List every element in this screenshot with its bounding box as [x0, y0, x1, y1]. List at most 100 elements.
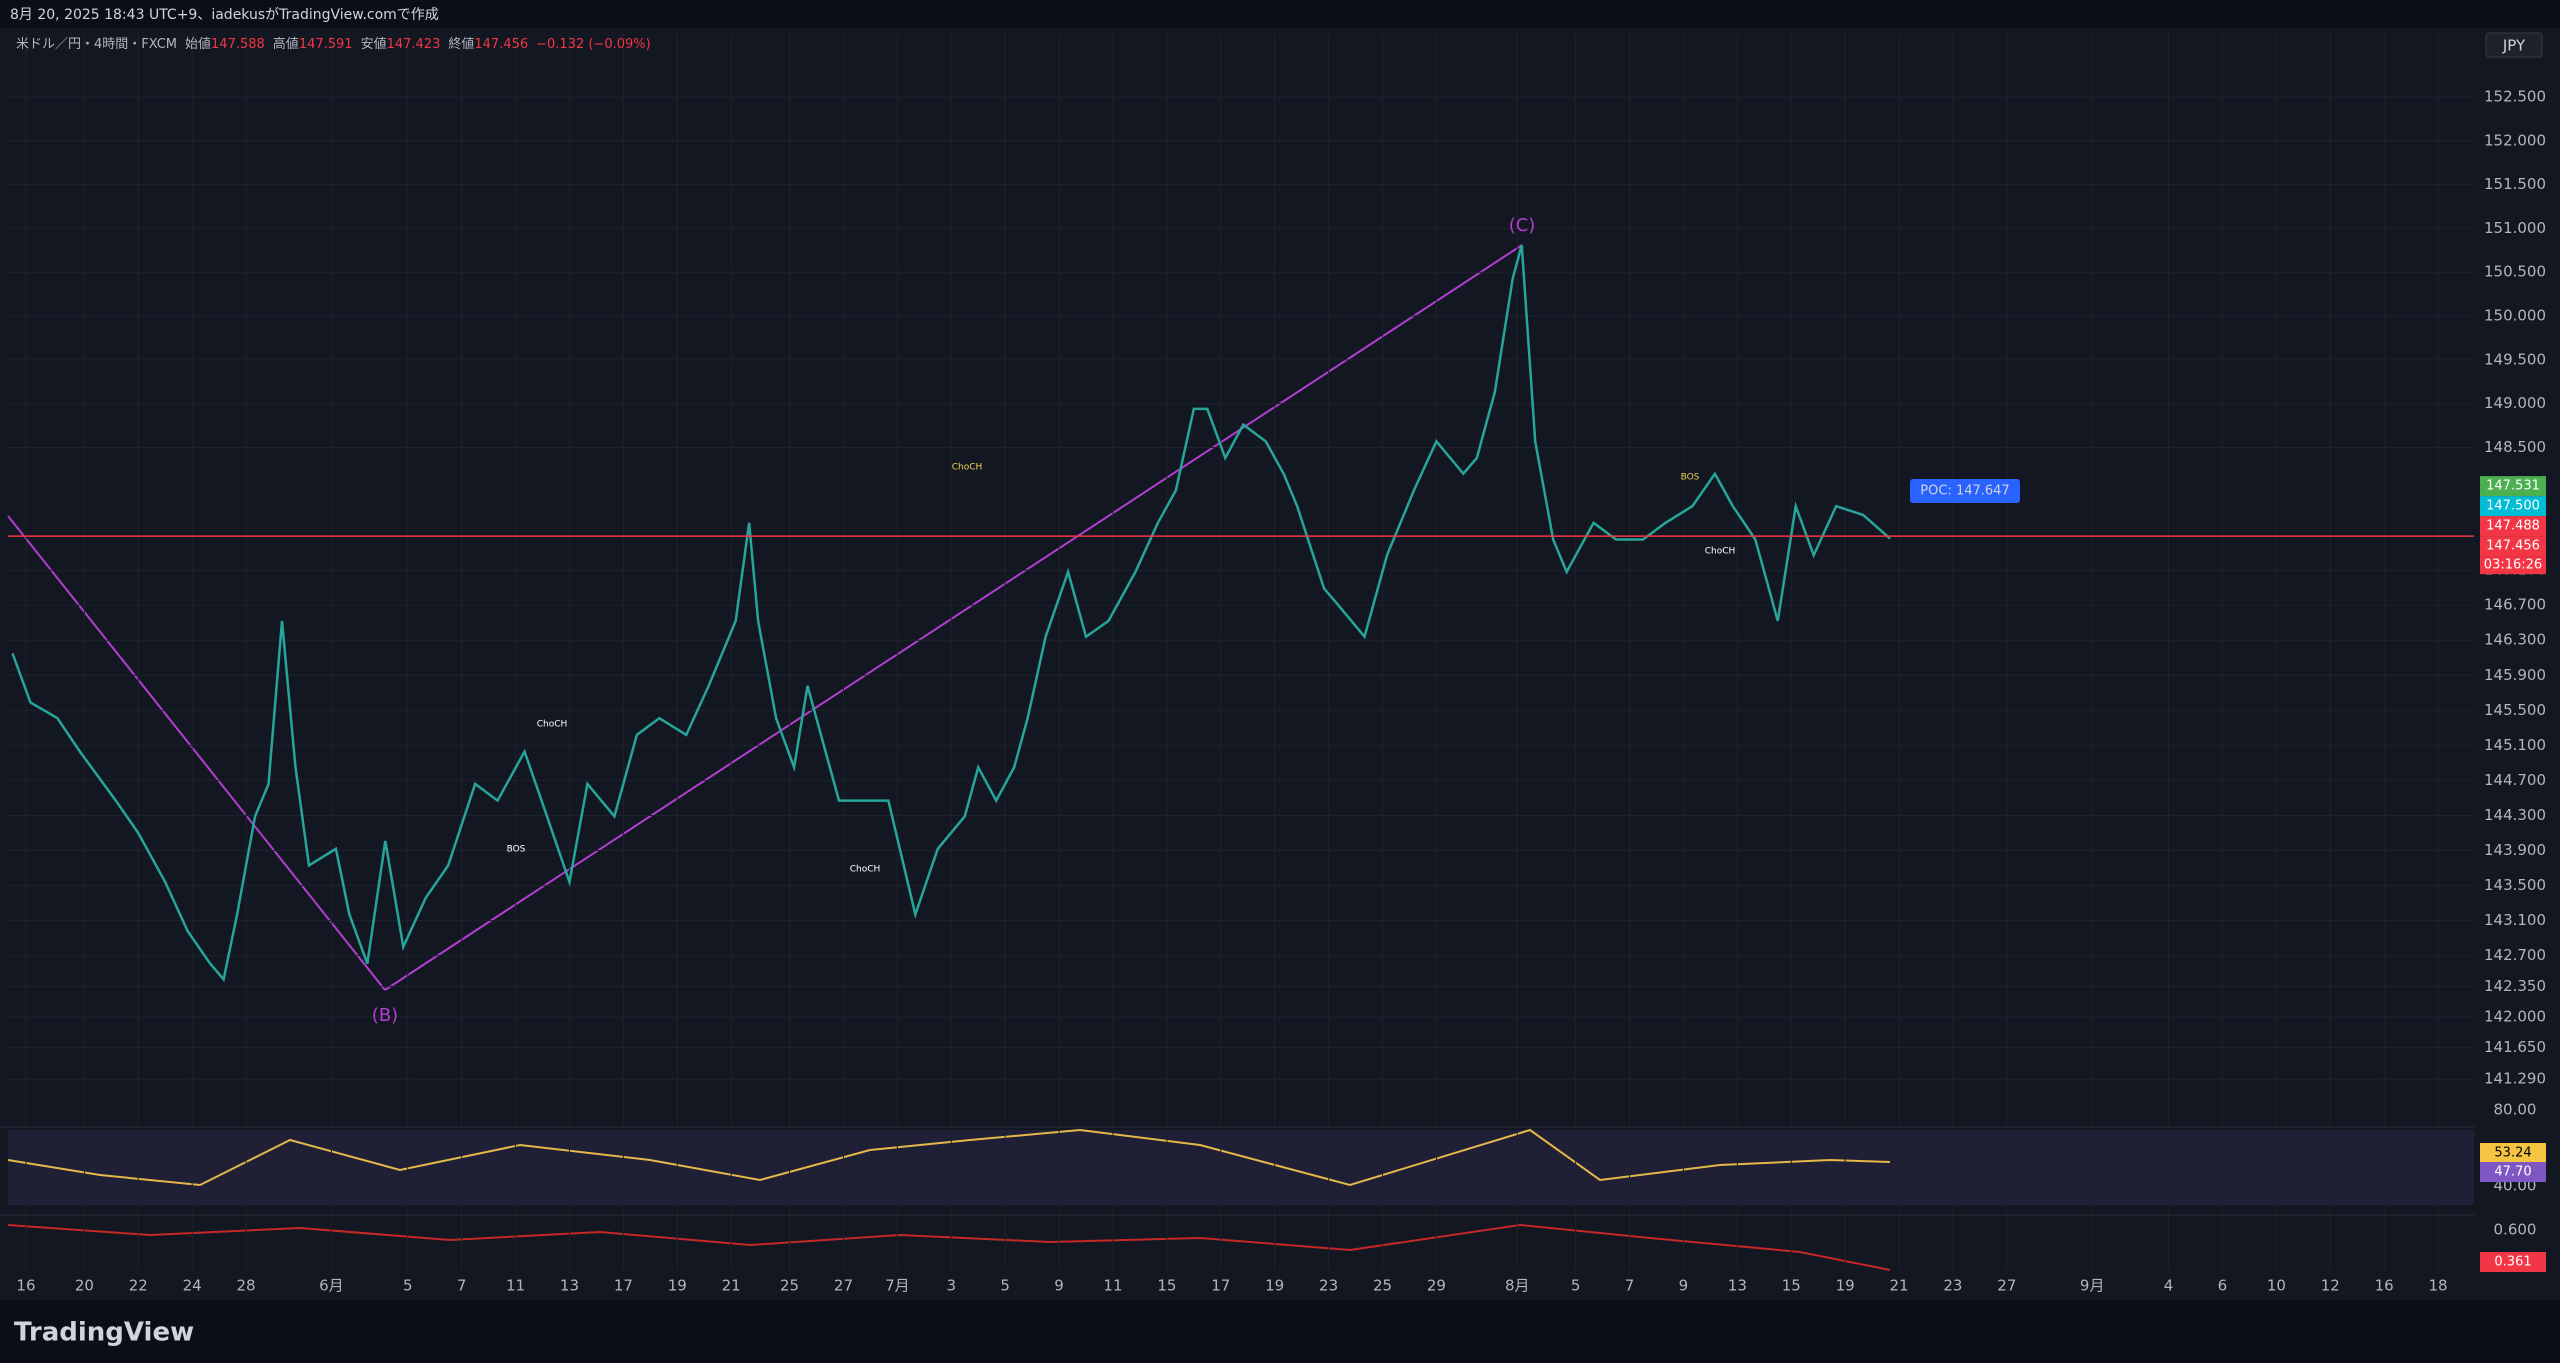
oscillator-line	[7, 1223, 1891, 1271]
x-tick-label: 19	[1265, 1277, 1284, 1295]
y-tick-label: 149.000	[2484, 394, 2546, 412]
top-bar	[0, 0, 2560, 28]
price-tag	[2480, 476, 2546, 497]
y-tick-label: 143.100	[2484, 911, 2546, 929]
x-tick-label: 21	[722, 1277, 741, 1295]
x-tick-label: 11	[506, 1277, 525, 1295]
legend: 米ドル／円・4時間・FXCM 始値147.588 高値147.591 安値147.42…	[16, 36, 651, 52]
x-tick-label: 15	[1782, 1277, 1801, 1295]
y-tick-label: 143.500	[2484, 876, 2546, 894]
bottom-bar	[0, 1300, 2560, 1363]
x-tick-label: 13	[1728, 1277, 1747, 1295]
annotation: (C)	[1509, 215, 1536, 236]
x-tick-label: 11	[1103, 1277, 1122, 1295]
annotation: ChoCH	[537, 720, 568, 730]
y-tick-label: 141.650	[2484, 1038, 2546, 1056]
x-tick-label: 9	[1054, 1277, 1064, 1295]
y-tick-label: 143.900	[2484, 841, 2546, 859]
price-tag-label: 147.531	[2486, 479, 2540, 494]
oscillator-tag	[2480, 1252, 2546, 1272]
x-tick-label: 27	[1997, 1277, 2016, 1295]
wave-line	[384, 244, 1523, 991]
x-tick-label: 7	[457, 1277, 467, 1295]
legend-label: 始値	[185, 36, 211, 52]
y-tick-label: 150.000	[2484, 307, 2546, 325]
x-tick-label: 29	[1427, 1277, 1446, 1295]
poc-label: POC: 147.647	[1920, 484, 2009, 499]
price-tag-label: 147.488	[2486, 519, 2540, 534]
y-tick-label: 151.500	[2484, 175, 2546, 193]
x-tick-label: 8月	[1505, 1277, 1530, 1295]
legend-value: 147.423	[387, 37, 441, 52]
x-tick-label: 9	[1679, 1277, 1689, 1295]
x-tick-label: 19	[1836, 1277, 1855, 1295]
legend-label: 安値	[361, 36, 387, 52]
y-tick-label: 145.100	[2484, 736, 2546, 754]
rsi-tag-label: 47.70	[2494, 1165, 2531, 1180]
y-tick-label: 152.500	[2484, 87, 2546, 105]
x-tick-label: 24	[183, 1277, 202, 1295]
price-line	[11, 244, 1891, 983]
legend-value: 147.591	[299, 37, 353, 52]
x-tick-label: 16	[2375, 1277, 2394, 1295]
rsi-tag-label: 53.24	[2494, 1146, 2531, 1161]
y-tick-label: 144.300	[2484, 806, 2546, 824]
oscillator-tick-label: 0.600	[2494, 1221, 2537, 1239]
x-tick-label: 20	[75, 1277, 94, 1295]
price-tag-label: 147.500	[2486, 499, 2540, 514]
x-tick-label: 25	[780, 1277, 799, 1295]
y-tick-label: 141.290	[2484, 1070, 2546, 1088]
brand: TradingView	[14, 1318, 194, 1348]
currency-box	[2485, 32, 2543, 58]
rsi-tag	[2480, 1162, 2546, 1182]
x-tick-label: 3	[947, 1277, 957, 1295]
legend-value: 147.588	[211, 37, 265, 52]
y-tick-label: 149.500	[2484, 350, 2546, 368]
annotation: ChoCH	[952, 463, 983, 473]
x-tick-label: 23	[1943, 1277, 1962, 1295]
oscillator-tag-label: 0.361	[2494, 1255, 2531, 1270]
x-tick-label: 23	[1319, 1277, 1338, 1295]
x-tick-label: 10	[2267, 1277, 2286, 1295]
price-tag-label: 147.456	[2486, 539, 2540, 554]
legend-label: 高値	[273, 36, 299, 52]
x-tick-label: 9月	[2080, 1277, 2105, 1295]
x-tick-label: 21	[1890, 1277, 1909, 1295]
x-tick-label: 5	[1571, 1277, 1581, 1295]
y-tick-label: 145.500	[2484, 701, 2546, 719]
y-tick-label: 146.300	[2484, 631, 2546, 649]
x-tick-label: 17	[1211, 1277, 1230, 1295]
price-tag	[2480, 496, 2546, 517]
x-tick-label: 28	[237, 1277, 256, 1295]
annotation: ChoCH	[850, 865, 881, 875]
y-tick-label: 151.000	[2484, 219, 2546, 237]
poc-box	[1910, 479, 2020, 503]
x-tick-label: 12	[2321, 1277, 2340, 1295]
x-tick-label: 5	[403, 1277, 413, 1295]
x-tick-label: 6月	[319, 1277, 344, 1295]
price-tag	[2480, 536, 2546, 557]
annotation: BOS	[1681, 473, 1700, 483]
annotation: (B)	[372, 1005, 398, 1026]
x-tick-label: 7月	[885, 1277, 910, 1295]
y-tick-label: 148.500	[2484, 438, 2546, 456]
countdown: 03:16:26	[2484, 558, 2542, 573]
x-tick-label: 22	[129, 1277, 148, 1295]
price-tag	[2480, 516, 2546, 537]
annotation: BOS	[507, 845, 526, 855]
wave-line	[7, 515, 386, 991]
x-tick-label: 6	[2218, 1277, 2228, 1295]
y-tick-label: 145.900	[2484, 666, 2546, 684]
x-tick-label: 17	[614, 1277, 633, 1295]
x-tick-label: 13	[560, 1277, 579, 1295]
y-tick-label: 144.700	[2484, 771, 2546, 789]
x-tick-label: 16	[16, 1277, 35, 1295]
x-tick-label: 18	[2429, 1277, 2448, 1295]
currency: JPY	[2502, 37, 2526, 55]
y-tick-label: 152.000	[2484, 131, 2546, 149]
x-tick-label: 15	[1157, 1277, 1176, 1295]
x-tick-label: 7	[1625, 1277, 1635, 1295]
x-tick-label: 19	[668, 1277, 687, 1295]
